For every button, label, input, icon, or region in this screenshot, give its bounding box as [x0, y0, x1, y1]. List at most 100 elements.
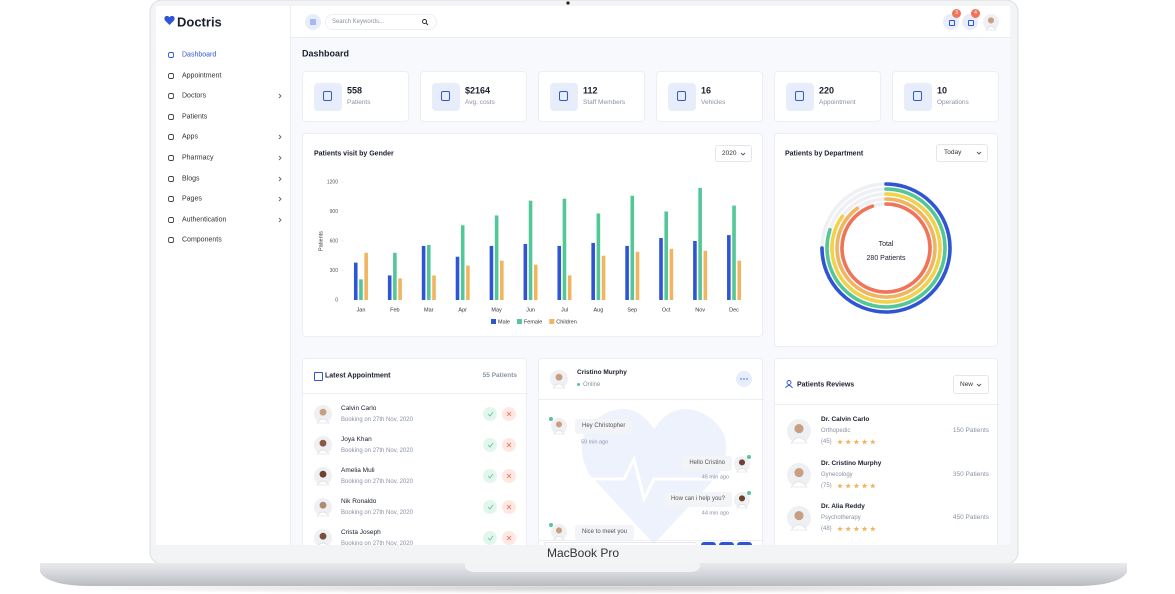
search-icon — [422, 19, 429, 26]
avatar — [314, 467, 332, 486]
search-box[interactable] — [325, 14, 437, 30]
menu-item[interactable] — [162, 150, 285, 166]
reviews-card: Patients Reviews New Dr. Calvin Carlo Ortho… — [774, 358, 999, 545]
check-line — [487, 535, 493, 541]
check-icon — [487, 411, 493, 417]
stat-icon — [550, 83, 578, 111]
icon-button[interactable] — [962, 14, 978, 30]
avatar-body — [553, 536, 565, 541]
online-dot — [747, 455, 751, 459]
menu-item[interactable] — [162, 109, 285, 125]
avatar — [787, 419, 811, 444]
radial-bar — [835, 197, 937, 299]
y-axis-label: Patients — [318, 231, 324, 251]
message-time: 59 min ago — [581, 439, 609, 446]
accept-button[interactable] — [483, 407, 497, 421]
accept-button[interactable] — [483, 469, 497, 483]
chevron-line — [278, 217, 282, 223]
doctor-specialty: Gynecology — [821, 471, 853, 478]
doctor-name: Dr. Alia Reddy — [821, 502, 865, 510]
icon-button[interactable] — [943, 14, 959, 30]
check-line — [487, 442, 493, 448]
chevron-line — [976, 383, 982, 387]
bar — [669, 248, 674, 300]
cross-icon — [506, 504, 512, 510]
bar — [500, 260, 504, 300]
rating-stars — [837, 439, 876, 445]
y-tick-label: 300 — [330, 268, 339, 274]
appointments-card: Latest Appointment 55 Patients Calvin Carl… — [302, 358, 528, 545]
patient-name: Crista Joseph — [341, 528, 381, 536]
reviews-filter[interactable] — [953, 375, 989, 394]
bar — [432, 275, 436, 300]
avatar-head — [319, 532, 327, 540]
message-bubble: Nice to meet you — [575, 525, 635, 540]
star — [853, 526, 860, 532]
cross-line — [506, 504, 512, 510]
divider — [539, 540, 764, 541]
accept-button[interactable] — [483, 438, 497, 452]
x-tick-label: Feb — [390, 307, 399, 313]
menu-item[interactable] — [162, 191, 285, 207]
search-placeholder: Search Keywords... — [332, 19, 385, 25]
appointments-count: 55 Patients — [482, 371, 517, 379]
dot — [743, 378, 745, 380]
star — [861, 439, 868, 445]
radial-filter[interactable] — [936, 144, 988, 162]
menu-label: Pharmacy — [182, 154, 214, 162]
check-line — [487, 411, 493, 417]
chat-action-button[interactable] — [719, 542, 734, 545]
menu-item[interactable] — [162, 171, 285, 187]
booking-date: Booking on 27th Nov, 2020 — [341, 448, 413, 454]
bar — [693, 241, 697, 300]
y-tick-label: 600 — [330, 238, 339, 244]
bar — [664, 211, 669, 300]
menu-icon-shape — [168, 134, 174, 141]
avatar-body — [790, 524, 808, 531]
bar — [596, 213, 601, 300]
chat-status: Online — [583, 382, 601, 388]
avatar-body — [790, 437, 808, 444]
avatar-body — [985, 26, 997, 31]
stat-icon-glyph — [677, 91, 686, 101]
menu-item[interactable] — [162, 88, 285, 104]
rating-stars — [837, 482, 876, 488]
stat-icon — [904, 83, 932, 111]
chevron-right — [278, 217, 282, 223]
cross-line — [506, 473, 512, 479]
accept-button[interactable] — [483, 531, 497, 545]
avatar-body — [736, 468, 748, 473]
chat-action-button[interactable] — [701, 542, 716, 545]
chevron-line — [278, 93, 282, 99]
menu-item[interactable] — [162, 129, 285, 145]
avatar — [551, 418, 567, 435]
legend-label: Female — [524, 319, 542, 325]
chart-filter[interactable] — [715, 145, 752, 162]
message-input[interactable] — [544, 542, 697, 545]
accept-button[interactable] — [483, 500, 497, 514]
stat-card: 112 Staff Members — [538, 71, 645, 122]
chat-action-button[interactable] — [737, 542, 752, 545]
cross-line — [506, 442, 512, 448]
avatar-head — [555, 373, 563, 381]
booking-date: Booking on 27th Nov, 2020 — [341, 541, 413, 545]
doctor-specialty: Orthopedic — [821, 428, 851, 434]
radial-chart: Total 280 Patients — [820, 182, 952, 314]
menu-item[interactable] — [162, 232, 285, 248]
menu-item[interactable] — [162, 68, 285, 84]
avatar — [734, 456, 750, 473]
avatar-head — [794, 511, 804, 521]
rating-count: (45) — [821, 439, 832, 445]
stat-value: 220 — [819, 85, 835, 96]
badge: 3 — [952, 9, 961, 18]
menu-icon — [168, 237, 174, 244]
radial-bar — [840, 202, 932, 294]
x-tick-label: Mar — [424, 307, 434, 313]
dot — [746, 378, 748, 380]
star — [869, 526, 876, 532]
menu-toggle-icon — [310, 19, 316, 25]
heart-shape — [581, 409, 727, 544]
menu-item[interactable] — [162, 47, 285, 63]
legend-swatch — [491, 319, 496, 324]
